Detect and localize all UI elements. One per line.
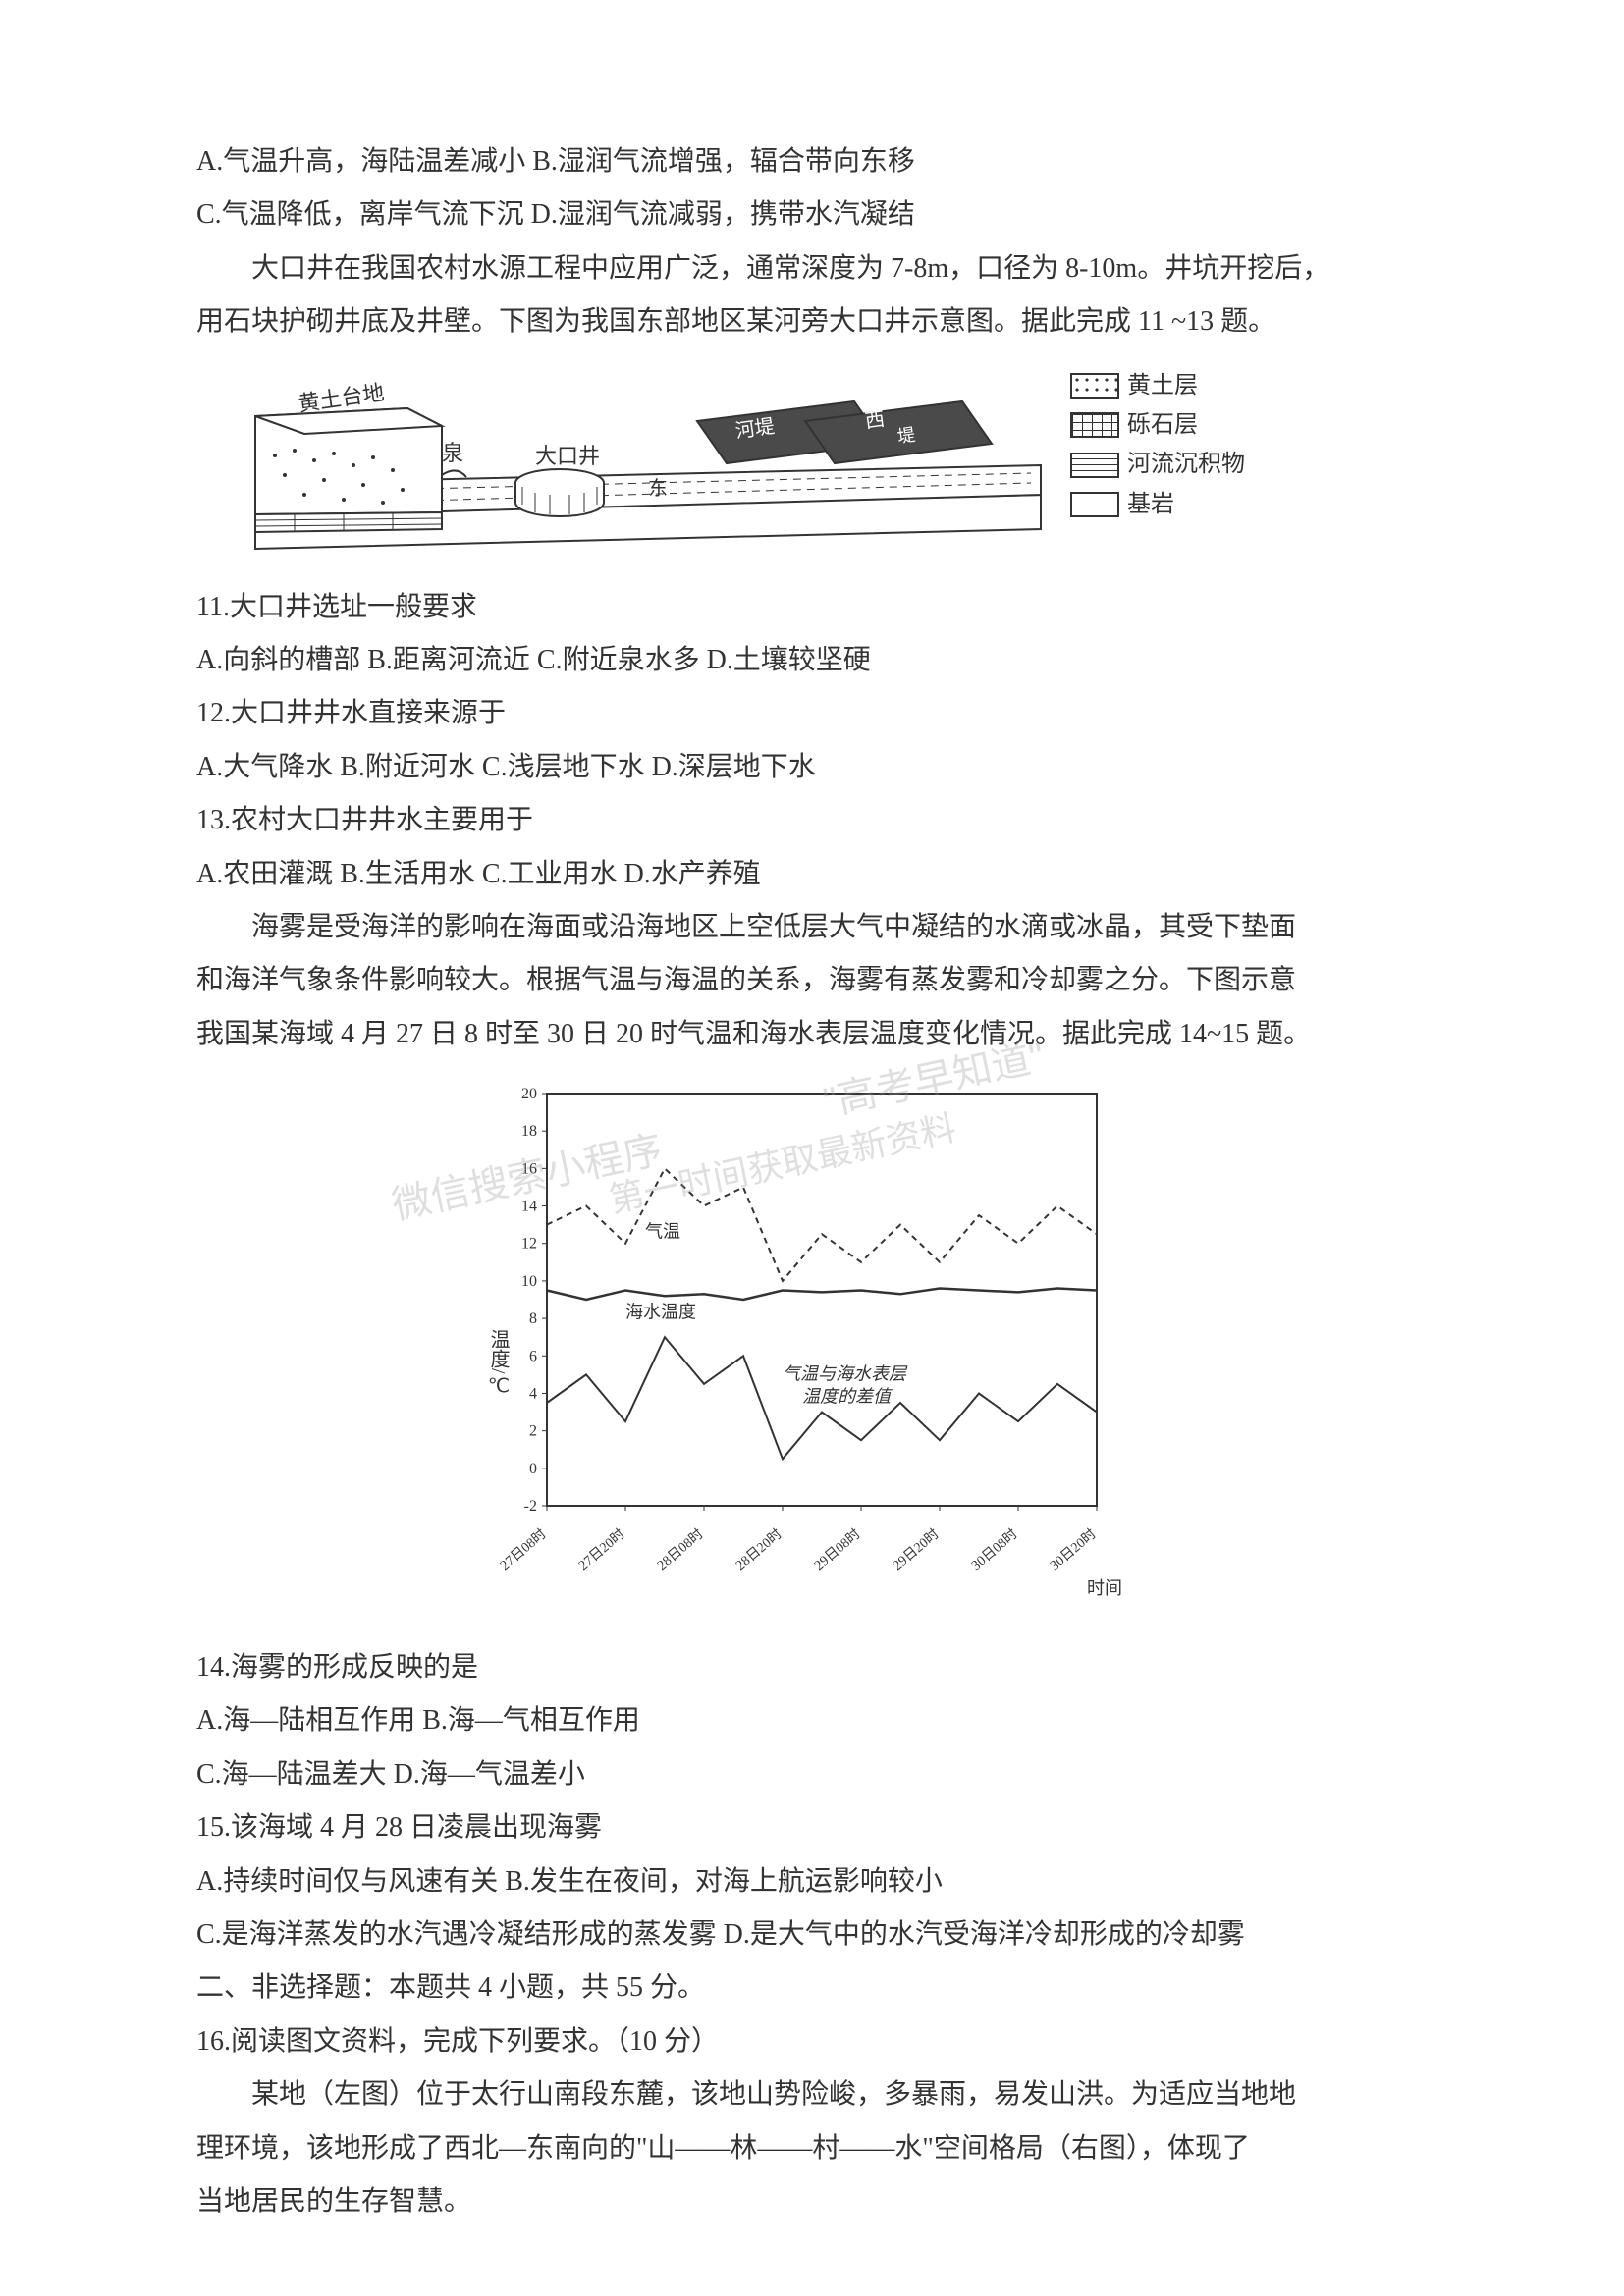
label-spring: 泉 [442, 441, 463, 465]
svg-text:30日20时: 30日20时 [1047, 1526, 1099, 1574]
q11-options: A.向斜的槽部 B.距离河流近 C.附近泉水多 D.土壤较坚硬 [196, 636, 1428, 685]
q13-options: A.农田灌溉 B.生活用水 C.工业用水 D.水产养殖 [196, 850, 1428, 899]
svg-text:18: 18 [521, 1123, 537, 1140]
passage3-line1: 某地（左图）位于太行山南段东麓，该地山势险峻，多暴雨，易发山洪。为适应当地地 [196, 2070, 1428, 2119]
q15-stem: 15.该海域 4 月 28 日凌晨出现海雾 [196, 1803, 1428, 1852]
legend-bedrock-label: 基岩 [1127, 486, 1174, 523]
svg-text:14: 14 [521, 1199, 537, 1215]
svg-text:30日08时: 30日08时 [968, 1526, 1020, 1574]
svg-text:时间: 时间 [1087, 1578, 1122, 1598]
svg-text:28日08时: 28日08时 [654, 1526, 706, 1574]
passage3-line2: 理环境，该地形成了西北—东南向的"山——林——村——水"空间格局（右图），体现了 [196, 2124, 1428, 2173]
q14-options-line1: A.海—陆相互作用 B.海—气相互作用 [196, 1696, 1428, 1745]
legend-river-deposit: 河流沉积物 [1070, 446, 1245, 483]
svg-text:0: 0 [529, 1461, 537, 1477]
well-diagram-drawing: 黄土台地 泉 大口井 东 河堤 西 堤 [245, 367, 1051, 563]
label-west: 西 [864, 408, 887, 433]
well-diagram-figure: 黄土台地 泉 大口井 东 河堤 西 堤 黄土层 砾石层 河流沉积物 基岩 [196, 367, 1428, 563]
passage1-line1: 大口井在我国农村水源工程中应用广泛，通常深度为 7-8m，口径为 8-10m。井… [196, 244, 1428, 294]
q12-options: A.大气降水 B.附近河水 C.浅层地下水 D.深层地下水 [196, 743, 1428, 792]
passage2-line3: 我国某海域 4 月 27 日 8 时至 30 日 20 时气温和海水表层温度变化… [196, 1010, 1428, 1059]
svg-text:28日20时: 28日20时 [732, 1526, 785, 1574]
well-legend: 黄土层 砾石层 河流沉积物 基岩 [1070, 367, 1245, 526]
label-dike2: 堤 [896, 424, 917, 446]
label-east: 东 [648, 477, 668, 500]
svg-text:8: 8 [529, 1310, 537, 1327]
q14-stem: 14.海雾的形成反映的是 [196, 1643, 1428, 1692]
answer-options-line1: A.气温升高，海陆温差减小 B.湿润气流增强，辐合带向东移 [196, 137, 1428, 187]
svg-text:27日08时: 27日08时 [497, 1526, 549, 1574]
svg-text:温度/℃: 温度/℃ [487, 1329, 510, 1398]
passage2-line1: 海雾是受海洋的影响在海面或沿海地区上空低层大气中凝结的水滴或冰晶，其受下垫面 [196, 903, 1428, 952]
temperature-chart: -2 0 2 4 6 8 10 12 14 16 18 20 27日08时 27日20时 28日08时 28… [196, 1074, 1428, 1624]
section2-heading: 二、非选择题：本题共 4 小题，共 55 分。 [196, 1963, 1428, 2012]
svg-text:温度的差值: 温度的差值 [802, 1386, 893, 1406]
svg-text:4: 4 [529, 1386, 537, 1403]
svg-text:6: 6 [529, 1348, 537, 1364]
svg-text:12: 12 [521, 1236, 537, 1253]
svg-text:29日08时: 29日08时 [811, 1526, 863, 1574]
svg-text:海水温度: 海水温度 [625, 1303, 696, 1322]
svg-text:气温: 气温 [645, 1222, 680, 1242]
q14-options-line2: C.海—陆温差大 D.海—气温差小 [196, 1750, 1428, 1799]
q15-options-line1: A.持续时间仅与风速有关 B.发生在夜间，对海上航运影响较小 [196, 1857, 1428, 1906]
q15-options-line2: C.是海洋蒸发的水汽遇冷凝结形成的蒸发雾 D.是大气中的水汽受海洋冷却形成的冷却… [196, 1910, 1428, 1959]
legend-deposit-label: 河流沉积物 [1127, 446, 1245, 483]
svg-text:10: 10 [521, 1273, 537, 1290]
svg-text:20: 20 [521, 1086, 537, 1102]
svg-text:气温与海水表层: 气温与海水表层 [783, 1363, 908, 1383]
svg-text:-2: -2 [524, 1498, 537, 1515]
legend-gravel-label: 砾石层 [1127, 406, 1198, 444]
answer-options-line2: C.气温降低，离岸气流下沉 D.湿润气流减弱，携带水汽凝结 [196, 190, 1428, 240]
legend-loess: 黄土层 [1070, 367, 1245, 404]
svg-text:16: 16 [521, 1160, 537, 1177]
passage3-line3: 当地居民的生存智慧。 [196, 2177, 1428, 2226]
legend-bedrock: 基岩 [1070, 486, 1245, 523]
q11-stem: 11.大口井选址一般要求 [196, 583, 1428, 632]
legend-loess-label: 黄土层 [1127, 367, 1198, 404]
label-well: 大口井 [535, 444, 600, 468]
q13-stem: 13.农村大口井井水主要用于 [196, 796, 1428, 845]
legend-gravel: 砾石层 [1070, 406, 1245, 444]
svg-text:27日20时: 27日20时 [575, 1526, 627, 1574]
passage2-line2: 和海洋气象条件影响较大。根据气温与海温的关系，海雾有蒸发雾和冷却雾之分。下图示意 [196, 956, 1428, 1005]
svg-text:29日20时: 29日20时 [890, 1526, 942, 1574]
q12-stem: 12.大口井井水直接来源于 [196, 689, 1428, 738]
passage1-line2: 用石块护砌井底及井壁。下图为我国东部地区某河旁大口井示意图。据此完成 11 ~1… [196, 297, 1428, 347]
svg-text:2: 2 [529, 1423, 537, 1440]
q16-stem: 16.阅读图文资料，完成下列要求。（10 分） [196, 2017, 1428, 2066]
